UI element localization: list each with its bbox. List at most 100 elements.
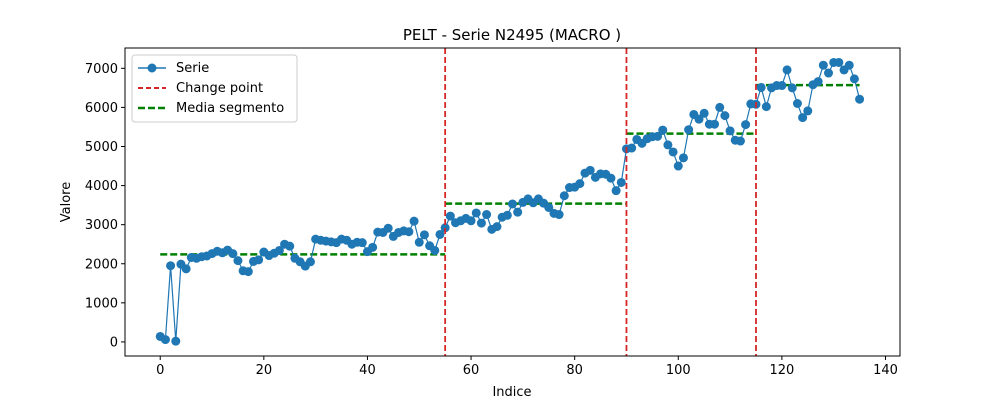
series-point bbox=[710, 119, 720, 129]
legend-series-label: Serie bbox=[176, 61, 209, 76]
series-point bbox=[357, 238, 367, 248]
series-point bbox=[777, 81, 787, 91]
series-point bbox=[673, 161, 683, 171]
series-point bbox=[782, 65, 792, 75]
series-point bbox=[824, 68, 834, 78]
series-point bbox=[471, 208, 481, 218]
series-point bbox=[756, 82, 766, 92]
series-point bbox=[720, 111, 730, 121]
series-point bbox=[844, 60, 854, 70]
x-tick-label: 0 bbox=[156, 363, 164, 378]
y-tick-label: 6000 bbox=[85, 101, 118, 116]
series-point bbox=[409, 216, 419, 226]
series-point bbox=[699, 108, 709, 118]
x-axis-ticks: 0 20 40 60 80 100 120 140 bbox=[156, 356, 898, 378]
series-point bbox=[855, 94, 865, 104]
series-point bbox=[435, 229, 445, 239]
series-point bbox=[243, 267, 253, 277]
series-point bbox=[818, 60, 828, 70]
series-point bbox=[575, 179, 585, 189]
series-point bbox=[502, 210, 512, 220]
series-point bbox=[445, 211, 455, 221]
legend-box bbox=[131, 54, 298, 123]
series-point bbox=[414, 237, 424, 247]
y-tick-label: 5000 bbox=[85, 140, 118, 155]
y-tick-label: 4000 bbox=[85, 179, 118, 194]
series-point bbox=[611, 186, 621, 196]
series-point bbox=[513, 207, 523, 217]
series-point bbox=[678, 153, 688, 163]
y-tick-label: 3000 bbox=[85, 218, 118, 233]
series-line-group bbox=[155, 57, 865, 346]
series-point bbox=[668, 147, 678, 157]
x-tick-label: 60 bbox=[463, 363, 480, 378]
series-point bbox=[166, 261, 176, 271]
series-point bbox=[849, 74, 859, 84]
series-point bbox=[476, 218, 486, 228]
legend-segment-mean-label: Media segmento bbox=[176, 101, 284, 116]
series-point bbox=[735, 136, 745, 146]
series-point bbox=[404, 227, 414, 237]
series-point bbox=[585, 165, 595, 175]
series-point bbox=[663, 140, 673, 150]
plot-frame bbox=[124, 47, 901, 357]
series-point bbox=[616, 177, 626, 187]
series-point bbox=[233, 256, 243, 266]
series-point bbox=[803, 106, 813, 116]
series-point bbox=[834, 57, 844, 67]
series-point bbox=[694, 114, 704, 124]
x-tick-label: 120 bbox=[769, 363, 794, 378]
x-tick-label: 40 bbox=[359, 363, 376, 378]
series-point bbox=[254, 255, 264, 265]
series-point bbox=[305, 257, 315, 267]
series-point bbox=[466, 216, 476, 226]
series-point bbox=[798, 113, 808, 123]
series-point bbox=[813, 77, 823, 87]
series-point bbox=[419, 230, 429, 240]
legend-series-marker bbox=[147, 63, 157, 73]
y-axis-ticks: 0 1000 2000 3000 4000 5000 6000 7000 bbox=[85, 62, 125, 350]
series-point bbox=[725, 126, 735, 136]
series-point bbox=[684, 125, 694, 135]
x-tick-label: 20 bbox=[256, 363, 273, 378]
series-point bbox=[383, 223, 393, 233]
y-tick-label: 1000 bbox=[85, 296, 118, 311]
series-point bbox=[559, 191, 569, 201]
series-point bbox=[274, 245, 284, 255]
series-point bbox=[606, 173, 616, 183]
change-point-lines bbox=[444, 48, 757, 356]
x-axis-label: Indice bbox=[492, 385, 531, 400]
series-point bbox=[440, 223, 450, 233]
series-point bbox=[554, 210, 564, 220]
series-point bbox=[787, 83, 797, 93]
series-point bbox=[492, 222, 502, 232]
series-point bbox=[658, 125, 668, 135]
legend: Serie Change point Media segmento bbox=[131, 54, 298, 123]
series-point bbox=[430, 245, 440, 255]
series-point bbox=[285, 241, 295, 251]
series-point bbox=[761, 102, 771, 112]
series-point bbox=[228, 249, 238, 259]
y-tick-label: 2000 bbox=[85, 257, 118, 272]
series-point bbox=[544, 202, 554, 212]
series-point bbox=[715, 102, 725, 112]
x-tick-label: 100 bbox=[666, 363, 691, 378]
series-point bbox=[171, 336, 181, 346]
y-tick-label: 7000 bbox=[85, 62, 118, 77]
series-point bbox=[368, 242, 378, 252]
series-point bbox=[792, 99, 802, 108]
series-point bbox=[181, 264, 191, 274]
y-axis-label: Valore bbox=[59, 182, 74, 222]
series-point bbox=[508, 199, 517, 209]
series-point bbox=[627, 143, 637, 153]
series-point bbox=[653, 131, 663, 141]
series-point bbox=[741, 120, 751, 130]
x-tick-label: 80 bbox=[566, 363, 583, 378]
chart-title: PELT - Serie N2495 (MACRO ) bbox=[403, 26, 621, 44]
series-point bbox=[482, 210, 492, 220]
legend-change-point-label: Change point bbox=[176, 81, 263, 96]
y-tick-label: 0 bbox=[110, 335, 118, 350]
x-tick-label: 140 bbox=[873, 363, 898, 378]
series-point bbox=[160, 335, 170, 345]
